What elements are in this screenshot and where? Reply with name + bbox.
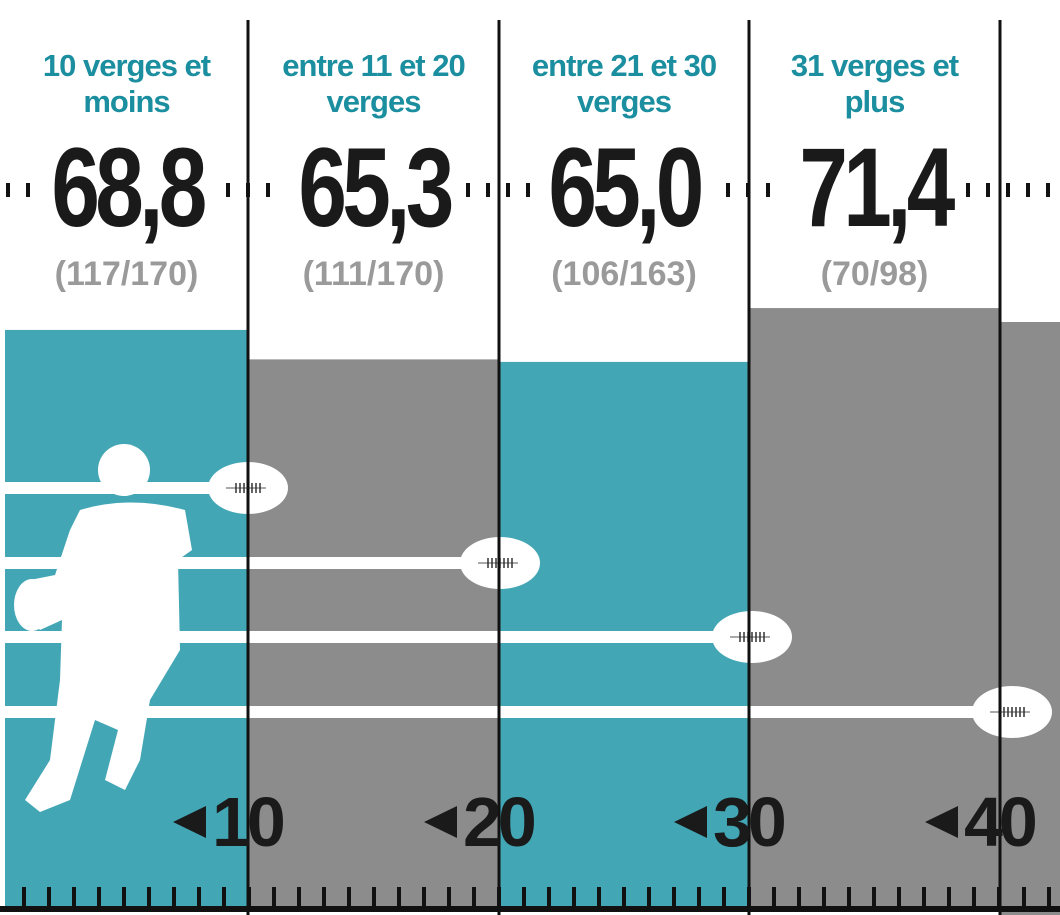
yard-marker: 40 [964, 783, 1036, 861]
pass-line [0, 631, 752, 643]
ratio-label: (111/170) [302, 255, 445, 293]
value-label: 65,0 [548, 125, 704, 250]
ratio-label: (117/170) [54, 255, 199, 293]
category-label: 10 verges et moins [42, 48, 211, 119]
pass-line [0, 557, 500, 569]
hash-marks [22, 887, 1051, 907]
ratio-label: (106/163) [551, 255, 697, 293]
yard-arrow [925, 806, 958, 838]
ratio-label: (70/98) [820, 255, 929, 293]
category-label: entre 21 et 30 verges [531, 48, 717, 119]
value-label: 68,8 [50, 125, 207, 250]
yard-arrow [674, 806, 707, 838]
yard-arrow [424, 806, 457, 838]
value-label: 71,4 [798, 125, 955, 250]
yard-marker: 20 [463, 783, 535, 861]
value-label: 65,3 [297, 125, 454, 250]
field-extension [1000, 322, 1060, 915]
yard-marker: 30 [713, 783, 785, 861]
yard-arrow [173, 806, 206, 838]
bar [749, 308, 1000, 909]
pass-line [0, 706, 1012, 718]
pass-line [0, 482, 248, 494]
yard-marker: 10 [212, 783, 284, 861]
category-label: entre 11 et 20 verges [282, 48, 465, 119]
category-label: 31 verges et plus [790, 48, 959, 119]
yard-lines [246, 20, 1002, 915]
field-decor: 10 20 30 40 [0, 20, 1060, 915]
